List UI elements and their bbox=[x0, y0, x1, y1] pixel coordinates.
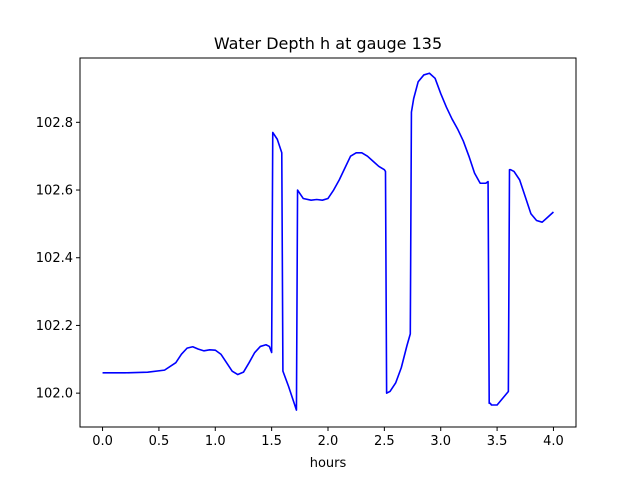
x-tick-label: 0.5 bbox=[149, 434, 170, 449]
chart-title: Water Depth h at gauge 135 bbox=[214, 34, 442, 53]
x-tick-label: 2.0 bbox=[318, 434, 339, 449]
y-tick-label: 102.2 bbox=[36, 319, 73, 334]
x-tick-label: 3.5 bbox=[487, 434, 508, 449]
x-tick-label: 0.0 bbox=[92, 434, 113, 449]
plot-area bbox=[102, 72, 554, 411]
series-line-0 bbox=[102, 72, 554, 411]
x-tick-label: 2.5 bbox=[374, 434, 395, 449]
x-tick-label: 1.5 bbox=[261, 434, 282, 449]
x-tick-label: 1.0 bbox=[205, 434, 226, 449]
y-tick-label: 102.8 bbox=[36, 116, 73, 131]
x-axis-label: hours bbox=[310, 456, 347, 471]
axes: 0.0 0.5 1.0 1.5 2.0 2.5 3.0 3.5 4.0 102.0 102.2 102… bbox=[36, 57, 577, 449]
y-tick-label: 102.4 bbox=[36, 251, 73, 266]
x-tick-label: 3.0 bbox=[430, 434, 451, 449]
y-tick-label: 102.6 bbox=[36, 184, 73, 199]
x-tick-label: 4.0 bbox=[543, 434, 564, 449]
y-tick-label: 102.0 bbox=[36, 387, 73, 402]
